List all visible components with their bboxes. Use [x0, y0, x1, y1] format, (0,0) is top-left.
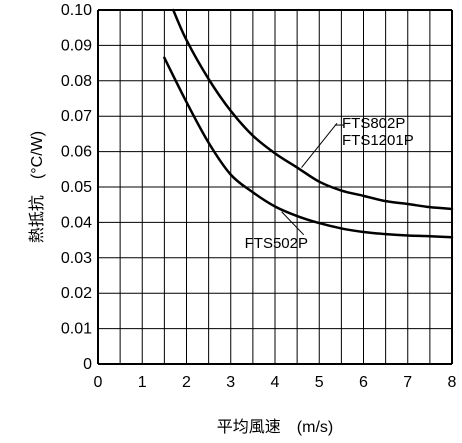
x-tick-label: 7	[403, 374, 412, 391]
label-fts1201p: FTS1201P	[342, 132, 414, 149]
x-axis-title: 平均風速 (m/s)	[217, 418, 333, 436]
grid	[97, 9, 453, 365]
label-fts802p: FTS802P	[342, 115, 405, 132]
x-tick-label: 4	[271, 374, 280, 391]
leader-lines	[281, 122, 344, 236]
y-tick-label: 0.05	[61, 179, 92, 196]
x-tick-label: 2	[182, 374, 191, 391]
series-curve-0	[171, 8, 454, 211]
series-curve-1	[163, 56, 454, 239]
y-tick-label: 0.03	[61, 250, 92, 267]
y-tick-label: 0.01	[61, 321, 92, 338]
y-tick-label: 0.09	[61, 37, 92, 54]
leader-fts502p	[281, 211, 305, 236]
label-fts502p: FTS502P	[245, 235, 308, 252]
x-tick-label: 1	[138, 374, 147, 391]
x-tick-label: 3	[226, 374, 235, 391]
x-tick-label: 6	[359, 374, 368, 391]
leader-fts802p	[301, 122, 338, 168]
x-tick-label: 0	[94, 374, 103, 391]
curves	[163, 8, 454, 239]
y-tick-label: 0.10	[61, 2, 92, 19]
x-tick-label: 8	[448, 374, 457, 391]
y-tick-label: 0	[83, 356, 92, 373]
y-tick-label: 0.02	[61, 285, 92, 302]
tick-labels: 0 1 2 3 4 5 6 7 8 0 0.01 0.02 0.03 0.04 0.05 0.06 0.07 0.…	[61, 2, 457, 391]
y-tick-label: 0.06	[61, 144, 92, 161]
y-tick-label: 0.07	[61, 108, 92, 125]
y-tick-label: 0.04	[61, 214, 92, 231]
y-axis-title: 熱抵抗 (°C/W)	[28, 131, 46, 243]
x-tick-label: 5	[315, 374, 324, 391]
y-tick-label: 0.08	[61, 73, 92, 90]
